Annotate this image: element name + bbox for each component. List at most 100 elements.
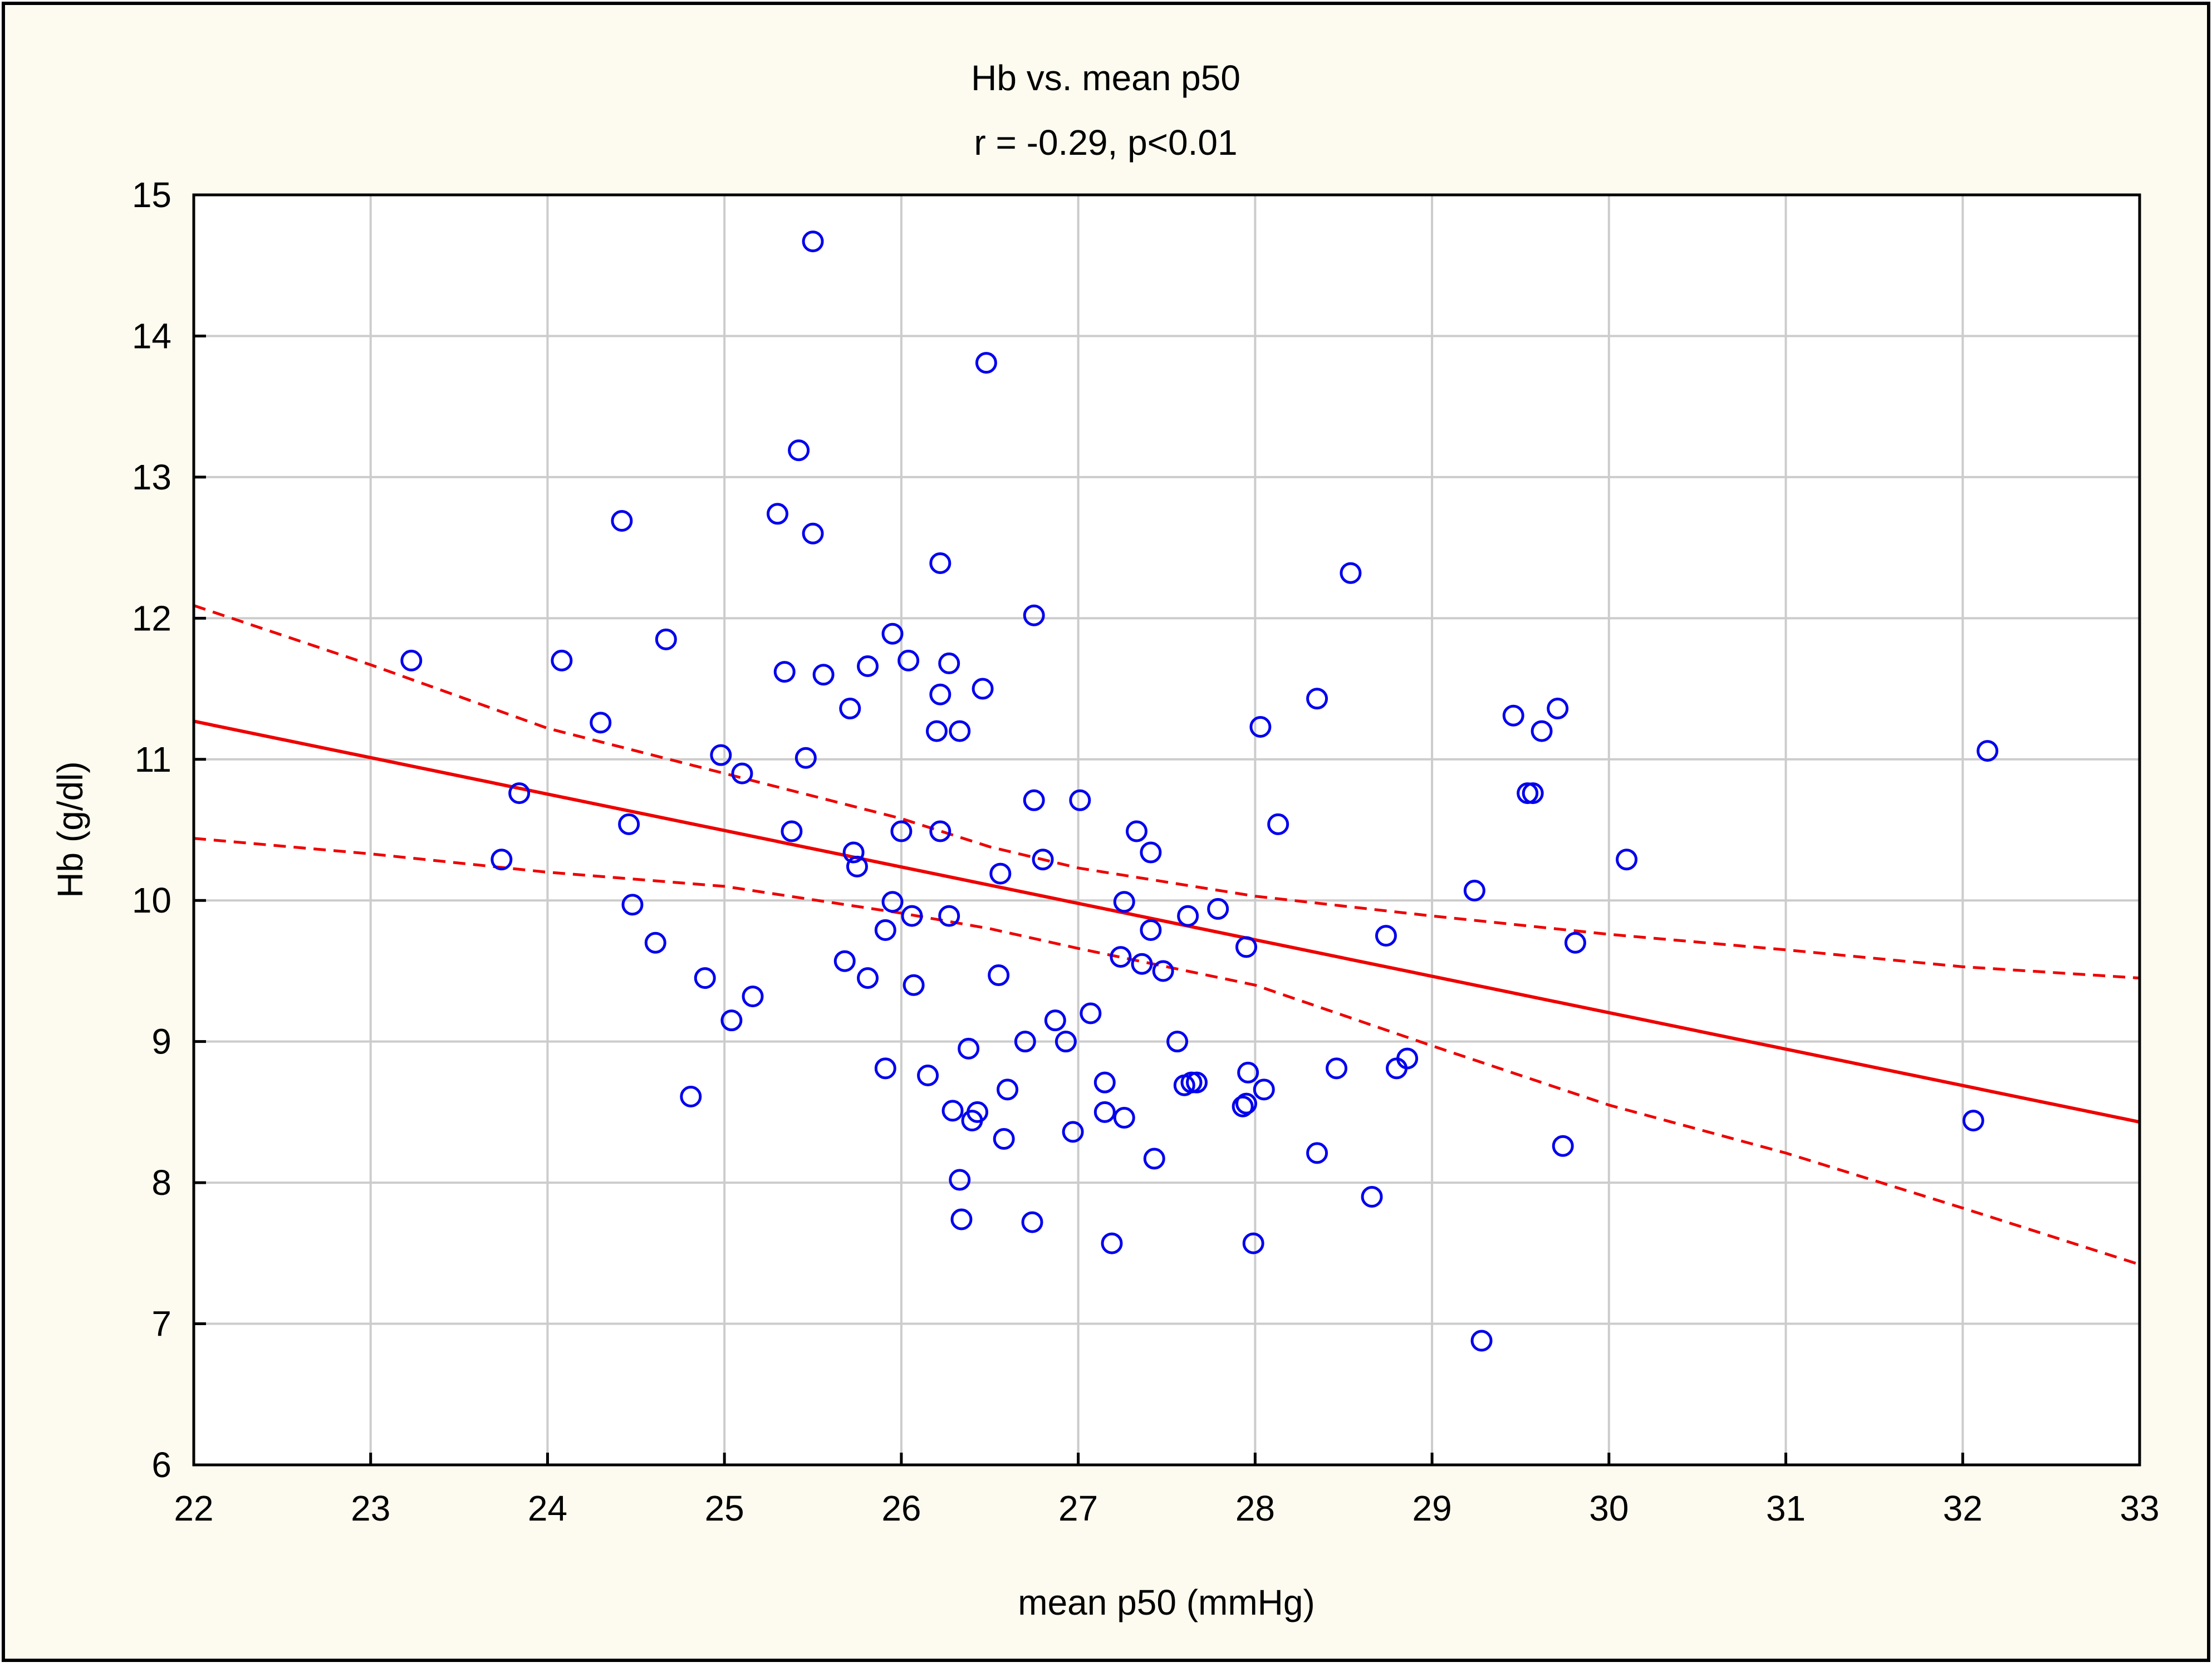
data-point xyxy=(1113,891,1135,913)
data-point xyxy=(874,919,896,941)
data-point xyxy=(491,849,513,871)
data-point xyxy=(917,1064,939,1086)
x-tick-label: 27 xyxy=(1058,1488,1098,1528)
data-point xyxy=(901,905,923,927)
regression-fit xyxy=(193,719,2140,1124)
data-point xyxy=(881,891,904,913)
y-tick-label: 11 xyxy=(135,739,171,779)
data-point xyxy=(857,967,879,989)
data-point xyxy=(839,698,861,720)
data-point xyxy=(720,1009,743,1032)
data-point xyxy=(1361,1185,1383,1208)
y-tick-label: 10 xyxy=(132,880,171,920)
data-point xyxy=(1232,1095,1254,1117)
data-point xyxy=(938,652,960,674)
y-tick-label: 13 xyxy=(132,457,171,497)
data-point xyxy=(881,622,904,645)
x-tick-label: 22 xyxy=(174,1488,213,1528)
y-tick-label: 8 xyxy=(151,1163,171,1203)
data-point xyxy=(1242,1232,1264,1254)
y-tick-label: 15 xyxy=(132,175,171,215)
y-tick-label: 9 xyxy=(151,1022,171,1062)
data-point xyxy=(1962,1110,1984,1132)
data-point xyxy=(972,678,994,700)
y-axis-label: Hb (g/dl) xyxy=(50,761,90,898)
data-point xyxy=(1023,789,1045,811)
data-point xyxy=(1069,789,1091,811)
data-point xyxy=(551,649,573,671)
data-point xyxy=(967,1101,989,1123)
data-point xyxy=(1237,1061,1259,1083)
regression-line xyxy=(193,719,2140,1124)
data-point xyxy=(1396,1047,1419,1070)
data-point xyxy=(842,841,865,864)
data-point xyxy=(802,522,824,545)
x-tick-label: 32 xyxy=(1943,1488,1983,1528)
y-tick-label: 6 xyxy=(151,1445,171,1485)
data-point xyxy=(938,905,960,927)
data-point xyxy=(1235,936,1257,958)
data-point xyxy=(988,964,1010,987)
x-tick-label: 23 xyxy=(351,1488,390,1528)
data-point xyxy=(1021,1211,1043,1233)
plot-border xyxy=(192,193,2141,1467)
y-axis-ticks: 6 7 8 9 10 11 12 13 14 15 xyxy=(132,175,206,1485)
x-axis-label: mean p50 (mmHg) xyxy=(1018,1582,1315,1622)
data-point xyxy=(1249,715,1272,738)
data-point xyxy=(857,655,879,678)
data-point xyxy=(993,1128,1015,1150)
data-point xyxy=(694,967,716,989)
x-tick-label: 28 xyxy=(1235,1488,1275,1528)
data-point xyxy=(1564,931,1586,954)
data-point xyxy=(1113,1107,1135,1129)
data-point xyxy=(788,439,810,462)
data-points xyxy=(400,231,1999,1352)
y-tick-label: 12 xyxy=(132,598,171,638)
data-point xyxy=(621,894,644,916)
data-point xyxy=(1032,849,1054,871)
data-point xyxy=(949,1169,971,1191)
data-point xyxy=(1235,1092,1257,1115)
confidence-band-upper xyxy=(193,604,2140,980)
data-point xyxy=(1976,740,1999,762)
data-point xyxy=(508,782,531,805)
data-point xyxy=(897,649,920,671)
data-point xyxy=(680,1086,702,1108)
data-point xyxy=(1054,1031,1077,1053)
data-point xyxy=(929,820,951,842)
data-point xyxy=(781,820,803,842)
data-point xyxy=(1306,688,1328,710)
data-point xyxy=(742,986,764,1008)
data-point xyxy=(846,855,868,877)
data-point xyxy=(929,683,951,705)
data-point xyxy=(773,661,796,683)
data-point xyxy=(1616,849,1638,871)
data-point xyxy=(958,1037,980,1060)
data-point xyxy=(618,813,640,835)
data-point xyxy=(833,950,856,972)
data-point xyxy=(1463,879,1485,901)
data-point xyxy=(1522,782,1544,805)
data-point xyxy=(611,509,633,532)
x-axis-ticks: 22 23 24 25 26 27 28 29 30 31 32 33 xyxy=(174,1453,2160,1528)
data-point xyxy=(1177,905,1199,927)
x-tick-label: 33 xyxy=(2120,1488,2159,1528)
chart-title: Hb vs. mean p50 xyxy=(971,58,1240,98)
data-point xyxy=(903,974,925,996)
data-point xyxy=(949,720,971,742)
data-point xyxy=(767,503,788,525)
plot-area xyxy=(194,195,2140,1465)
confidence-band-lower xyxy=(193,837,2140,1266)
y-tick-label: 14 xyxy=(132,316,171,356)
data-point xyxy=(710,744,732,766)
data-point xyxy=(1080,1002,1102,1024)
data-point xyxy=(731,762,753,785)
data-point xyxy=(1131,953,1153,975)
data-point xyxy=(1140,841,1162,864)
data-point xyxy=(929,552,951,574)
data-point xyxy=(925,720,948,742)
data-point xyxy=(1062,1121,1084,1143)
data-point xyxy=(590,712,612,734)
data-point xyxy=(1101,1232,1123,1254)
data-point xyxy=(1044,1009,1066,1032)
